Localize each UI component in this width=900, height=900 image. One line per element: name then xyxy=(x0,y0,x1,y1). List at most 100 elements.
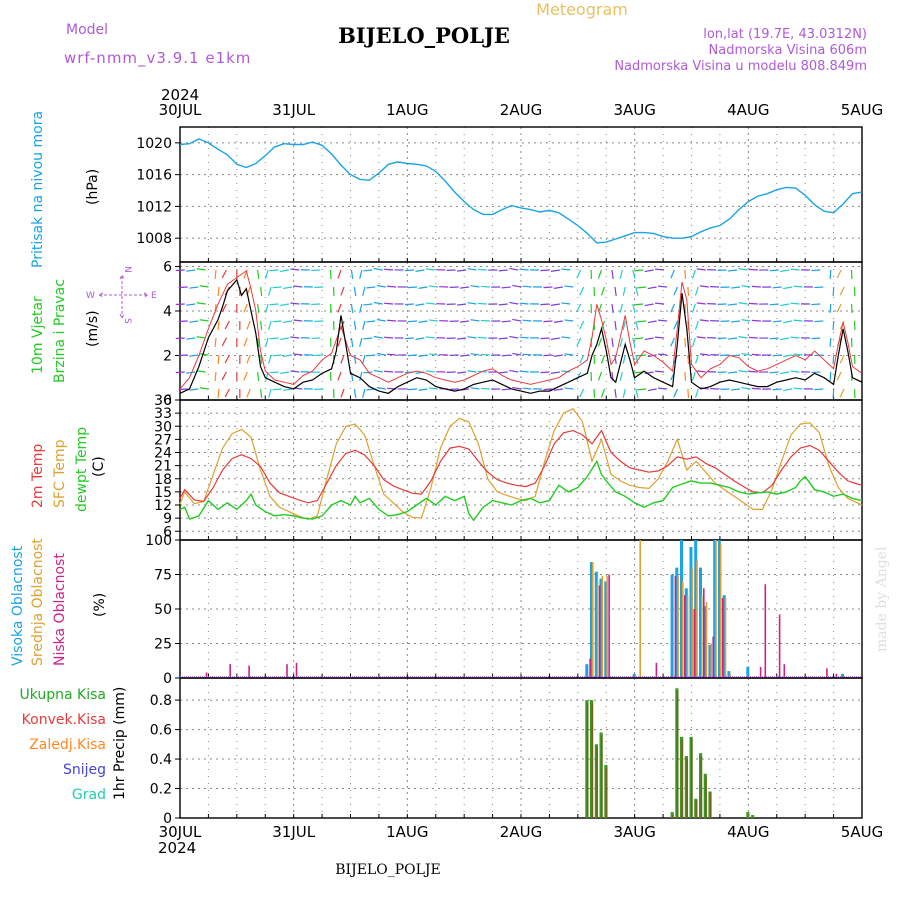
cloud-bar-niska xyxy=(205,672,208,678)
wind-arrow xyxy=(359,269,363,279)
wind-arrow xyxy=(550,269,560,272)
wind-arrow xyxy=(727,371,738,374)
wind-arrow xyxy=(576,303,582,313)
wind-arrow xyxy=(480,387,490,390)
wind-arrow xyxy=(748,336,758,339)
wind-arrow xyxy=(637,320,647,323)
wind-arrow xyxy=(498,269,508,272)
wind-arrow xyxy=(246,388,251,398)
wind-arrow xyxy=(480,353,490,356)
wind-arrow xyxy=(243,303,248,313)
wind-arrow xyxy=(353,354,357,364)
wind-arrow xyxy=(832,286,835,297)
wind-arrow xyxy=(829,269,832,280)
wind-arrows xyxy=(175,267,856,399)
cloud-bar-srednja xyxy=(601,575,604,678)
wind-arrow xyxy=(673,320,678,330)
wind-arrow xyxy=(632,337,636,347)
y-tick-label: 0.6 xyxy=(150,723,172,739)
wind-arrow xyxy=(561,268,571,271)
wind-arrow xyxy=(498,371,508,374)
wind-arrow xyxy=(337,303,342,313)
model-label: Model xyxy=(66,22,108,38)
wind-arrow xyxy=(793,353,803,356)
precip-bar-convective xyxy=(691,738,693,818)
cloud-bar-visoka xyxy=(689,546,693,678)
cloud-bar-visoka xyxy=(684,588,688,678)
wind-arrow xyxy=(684,337,687,348)
wind-arrow xyxy=(696,336,706,339)
y-tick-label: 1020 xyxy=(136,136,172,152)
wind-arrow xyxy=(614,286,617,296)
wind-arrow xyxy=(550,303,560,306)
wind-arrow xyxy=(387,285,397,288)
wind-arrow xyxy=(272,354,282,357)
y-tick-label: 0.4 xyxy=(150,752,172,768)
wind-arrow xyxy=(501,320,511,323)
wind-arrow xyxy=(751,353,761,356)
cloud-bar-visoka xyxy=(178,676,181,678)
wind-arrow xyxy=(741,387,751,390)
panel-clouds: 0 25 50 75 100 xyxy=(145,533,863,687)
precip-bar-total xyxy=(746,812,750,818)
wind-arrow xyxy=(460,320,470,323)
wind-arrow xyxy=(384,370,394,373)
sfc-temp-line xyxy=(179,408,863,521)
cloud-bar-srednja xyxy=(715,540,717,678)
wind-arrow xyxy=(635,388,639,398)
wind-arrow xyxy=(769,303,779,306)
wind-arrow xyxy=(751,387,761,390)
wind-arrow xyxy=(501,354,511,357)
wind-arrow xyxy=(741,285,751,288)
precip-bar-convective xyxy=(700,756,703,818)
wind-arrow xyxy=(199,353,209,356)
wind-arrow xyxy=(634,303,644,306)
wind-arrow xyxy=(425,336,435,339)
wind-arrow xyxy=(418,354,428,357)
wind-arrow xyxy=(279,337,290,341)
cloud-bar-srednja xyxy=(606,575,608,678)
wind-arrow xyxy=(260,286,263,297)
wind-arrow xyxy=(811,371,821,374)
wind-arrow xyxy=(694,388,699,398)
wind-arrow xyxy=(611,303,614,313)
wind-arrow xyxy=(790,336,800,339)
wind-arrow xyxy=(189,320,199,323)
x-tick-top-30JUL: 30JUL xyxy=(159,101,202,119)
wind-arrow xyxy=(622,388,626,398)
wind-arrow xyxy=(597,337,603,347)
wind-arrow xyxy=(366,320,376,323)
wind-arrow xyxy=(265,337,269,347)
wind-arrow xyxy=(467,268,477,271)
wind-arrow xyxy=(769,371,779,374)
wind-arrow xyxy=(637,286,647,289)
precip-bar-convective xyxy=(605,767,608,818)
pressure-unit: (hPa) xyxy=(85,169,101,205)
wind-arrow xyxy=(366,354,376,357)
cloud-bar-visoka xyxy=(841,673,845,678)
wind-arrow xyxy=(769,269,779,272)
dewpoint-line xyxy=(179,459,863,522)
temp-ylabel: 2m Temp xyxy=(30,444,46,508)
wind-arrow xyxy=(337,371,342,381)
compass-arrows xyxy=(97,273,150,320)
panel-border xyxy=(179,399,863,541)
cloud-bar-visoka xyxy=(699,567,702,678)
wind-arrow xyxy=(260,388,263,399)
wind-arrow xyxy=(655,336,665,339)
cloud-bar-srednja xyxy=(639,540,641,678)
cloud-bar-niska xyxy=(835,673,838,678)
wind-arrow xyxy=(373,335,383,339)
wind-arrow xyxy=(519,336,529,339)
wind-arrow xyxy=(498,303,508,306)
wind-arrow xyxy=(553,388,563,391)
wind-arrow xyxy=(340,354,345,364)
wind-arrow xyxy=(564,353,574,356)
wind-arrow xyxy=(699,353,709,356)
wind-arrow xyxy=(418,388,428,391)
wind-arrow xyxy=(634,337,644,340)
wind-arrow xyxy=(186,337,196,340)
wind-arrow xyxy=(376,284,386,288)
wind-arrow xyxy=(839,354,845,364)
